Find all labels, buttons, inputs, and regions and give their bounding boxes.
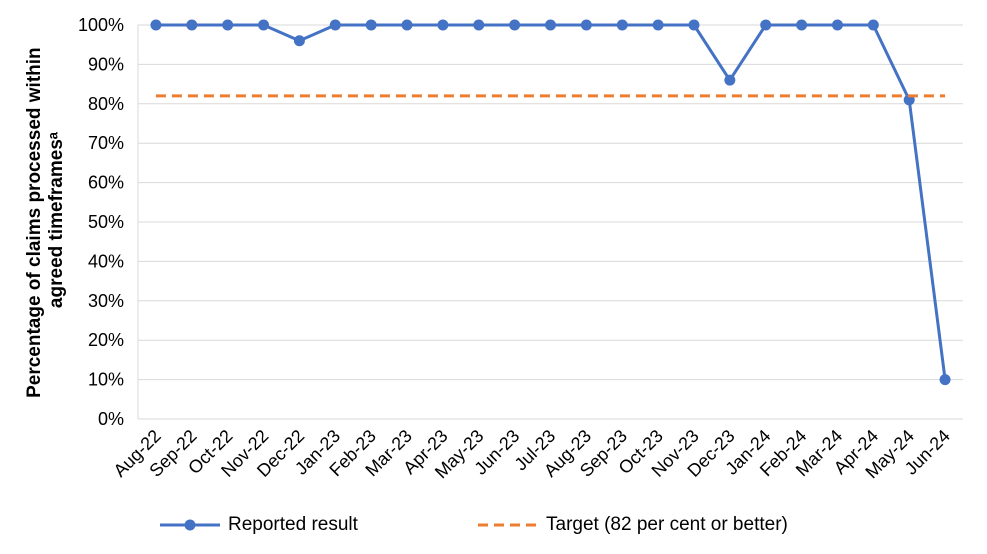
series-lines <box>150 19 951 386</box>
data-point <box>473 19 485 31</box>
y-axis-ticks: 0% 10% 20% 30% 40% 50% 60% 70% 80% 90% 100% <box>78 15 124 429</box>
y-tick-label: 60% <box>88 173 124 193</box>
data-point <box>258 19 270 31</box>
y-tick-label: 90% <box>88 54 124 74</box>
data-point <box>688 19 700 31</box>
data-point <box>545 19 556 31</box>
data-point <box>939 374 951 386</box>
data-point <box>437 19 449 31</box>
data-point <box>365 19 377 31</box>
data-point <box>724 74 736 86</box>
legend-item-target: Target (82 per cent or better) <box>478 508 788 542</box>
series-line-0 <box>155 23 947 380</box>
gridlines <box>137 24 963 420</box>
y-tick-label: 0% <box>98 409 124 429</box>
y-tick-label: 40% <box>88 251 124 271</box>
data-point <box>831 19 843 31</box>
data-point <box>616 19 628 31</box>
legend: Reported result Target (82 per cent or b… <box>0 508 987 542</box>
data-point <box>186 19 198 31</box>
y-tick-label: 10% <box>88 370 124 390</box>
data-point <box>401 19 413 31</box>
data-point <box>222 19 234 31</box>
data-point <box>760 19 772 31</box>
data-point <box>329 19 341 31</box>
y-tick-label: 80% <box>88 94 124 114</box>
data-point <box>509 19 521 31</box>
y-tick-label: 30% <box>88 291 124 311</box>
legend-label-reported: Reported result <box>228 514 358 535</box>
legend-item-reported: Reported result <box>160 508 358 542</box>
y-axis-title: Percentage of claims processed within ag… <box>24 42 67 398</box>
data-point <box>293 35 305 47</box>
data-point <box>867 19 879 31</box>
y-tick-label: 70% <box>88 133 124 153</box>
x-axis-ticks: Aug-22Sep-22Oct-22Nov-22Dec-22Jan-23Feb-… <box>110 426 954 483</box>
data-point <box>580 19 592 31</box>
y-tick-label: 50% <box>88 212 124 232</box>
y-tick-label: 20% <box>88 330 124 350</box>
legend-label-target: Target (82 per cent or better) <box>546 514 788 535</box>
data-point <box>652 19 664 31</box>
data-point <box>796 19 808 31</box>
legend-swatch-target <box>478 523 538 527</box>
y-tick-label: 100% <box>78 15 124 35</box>
legend-swatch-reported <box>160 519 220 531</box>
data-point <box>150 19 162 31</box>
